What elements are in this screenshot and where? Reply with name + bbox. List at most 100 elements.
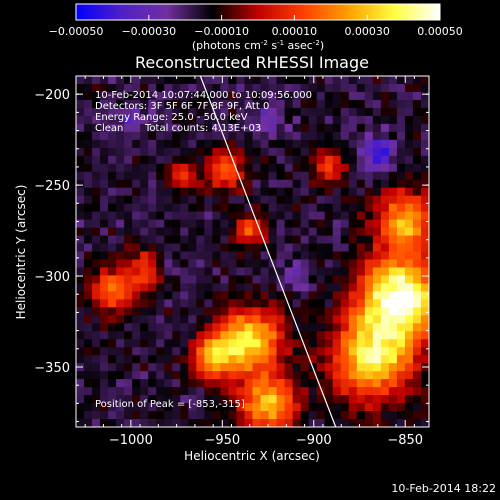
heatmap-cell — [140, 267, 149, 276]
heatmap-cell — [196, 251, 205, 260]
heatmap-cell — [396, 275, 406, 284]
heatmap-cell — [164, 275, 173, 284]
heatmap-cell — [220, 76, 229, 85]
heatmap-cell — [108, 107, 117, 117]
heatmap-cell — [364, 251, 374, 260]
heatmap-cell — [268, 243, 277, 252]
heatmap-cell — [124, 291, 133, 300]
heatmap-cell — [260, 307, 269, 316]
heatmap-cell — [196, 83, 205, 93]
heatmap-cell — [212, 155, 221, 165]
heatmap-cell — [180, 259, 189, 268]
heatmap-cell — [404, 163, 414, 173]
heatmap-cell — [84, 243, 93, 252]
heatmap-cell — [348, 227, 358, 236]
heatmap-cell — [140, 291, 149, 300]
heatmap-cell — [300, 76, 310, 85]
heatmap-cell — [380, 187, 390, 197]
heatmap-cell — [188, 91, 197, 101]
heatmap-cell — [244, 387, 253, 396]
heatmap-cell — [404, 267, 414, 276]
heatmap-cell — [116, 323, 125, 332]
heatmap-cell — [324, 163, 334, 173]
heatmap-cell — [204, 131, 213, 141]
heatmap-cell — [356, 411, 366, 420]
heatmap-cell — [180, 387, 189, 396]
heatmap-cell — [196, 347, 205, 356]
heatmap-cell — [180, 419, 189, 427]
heatmap-cell — [276, 219, 285, 228]
heatmap-cell — [116, 171, 125, 181]
heatmap-cell — [300, 355, 310, 364]
heatmap-cell — [340, 307, 350, 316]
heatmap-cell — [116, 419, 125, 427]
heatmap-cell — [92, 331, 101, 340]
heatmap-cell — [172, 99, 181, 109]
heatmap-cell — [380, 315, 390, 324]
heatmap-cell — [76, 339, 85, 348]
heatmap-cell — [324, 379, 334, 388]
heatmap-cell — [308, 379, 318, 388]
heatmap-cell — [228, 267, 237, 276]
heatmap-cell — [292, 275, 302, 284]
heatmap-cell — [260, 211, 269, 220]
heatmap-cell — [364, 379, 374, 388]
heatmap-cell — [284, 187, 294, 197]
heatmap-cell — [84, 299, 93, 308]
heatmap-cell — [204, 395, 213, 404]
heatmap-cell — [140, 171, 149, 181]
heatmap-cell — [84, 419, 93, 427]
heatmap-cell — [348, 203, 358, 213]
heatmap-cell — [220, 275, 229, 284]
heatmap-cell — [412, 243, 422, 252]
heatmap-cell — [92, 115, 101, 125]
heatmap-cell — [252, 267, 261, 276]
heatmap-cell — [356, 339, 366, 348]
heatmap-cell — [388, 355, 398, 364]
heatmap-cell — [396, 371, 406, 380]
heatmap-cell — [308, 211, 318, 220]
heatmap-cell — [140, 203, 149, 213]
heatmap-cell — [300, 195, 310, 205]
heatmap-cell — [276, 107, 285, 117]
heatmap-cell — [276, 83, 285, 93]
heatmap-cell — [236, 147, 245, 157]
heatmap-cell — [164, 395, 173, 404]
heatmap-cell — [228, 83, 237, 93]
heatmap-cell — [180, 107, 189, 117]
heatmap-cell — [412, 107, 422, 117]
heatmap-cell — [124, 107, 133, 117]
heatmap-cell — [196, 411, 205, 420]
heatmap-cell — [132, 235, 141, 244]
heatmap-cell — [116, 363, 125, 372]
heatmap-cell — [148, 83, 157, 93]
heatmap-cell — [244, 171, 253, 181]
y-tick-label: −200 — [34, 88, 70, 103]
heatmap-cell — [316, 147, 326, 157]
heatmap-cell — [404, 347, 414, 356]
heatmap-cell — [268, 227, 277, 236]
heatmap-cell — [164, 283, 173, 292]
heatmap-cell — [228, 179, 237, 189]
heatmap-cell — [196, 91, 205, 101]
heatmap-cell — [324, 299, 334, 308]
heatmap-cell — [84, 363, 93, 372]
heatmap-cell — [284, 355, 294, 364]
heatmap-cell — [220, 99, 229, 109]
heatmap-cell — [324, 339, 334, 348]
heatmap-cell — [204, 155, 213, 165]
heatmap-cell — [380, 76, 390, 85]
heatmap-cell — [260, 76, 269, 85]
heatmap-cell — [308, 115, 318, 125]
heatmap-cell — [76, 76, 85, 85]
heatmap-cell — [348, 339, 358, 348]
heatmap-cell — [388, 227, 398, 236]
heatmap-cell — [180, 339, 189, 348]
heatmap-cell — [380, 371, 390, 380]
heatmap-cell — [220, 323, 229, 332]
heatmap-cell — [348, 195, 358, 205]
heatmap-cell — [276, 299, 285, 308]
heatmap-cell — [388, 339, 398, 348]
heatmap-cell — [356, 283, 366, 292]
heatmap-cell — [164, 251, 173, 260]
